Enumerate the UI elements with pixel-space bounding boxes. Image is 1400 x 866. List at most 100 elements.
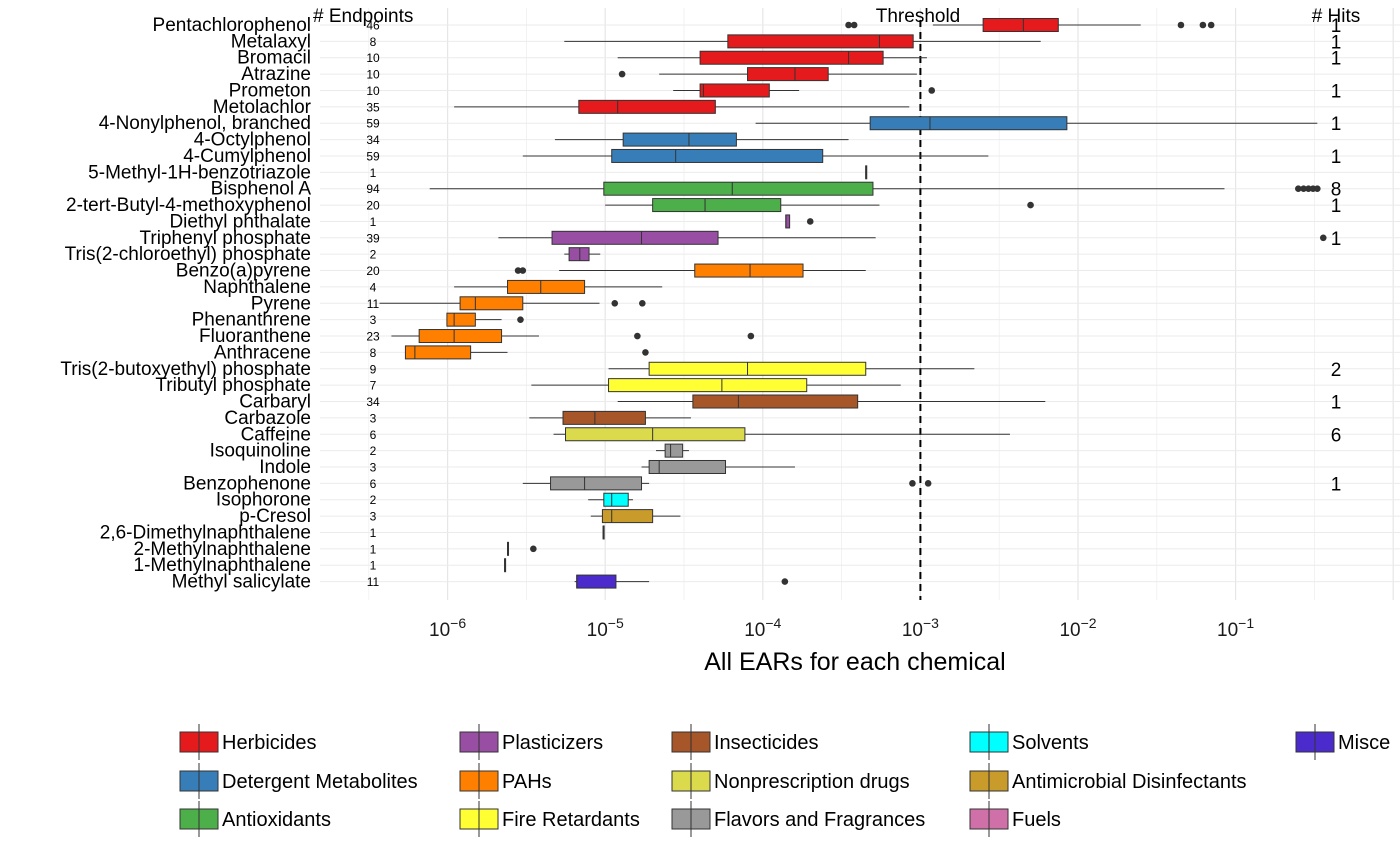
endpoint-count: 3 xyxy=(370,460,377,474)
legend-item: Fire Retardants xyxy=(459,801,640,837)
legend: Herbicides Detergent Metabolites Antioxida… xyxy=(179,724,1390,837)
legend-item: Antimicrobial Disinfectants xyxy=(969,763,1247,799)
box-iqr xyxy=(699,83,770,98)
box-iqr xyxy=(459,296,524,311)
column-headers: # Endpoints Threshold # Hits xyxy=(313,6,1360,27)
box-iqr xyxy=(446,312,476,327)
chemical-label: 4-Cumylphenol xyxy=(183,146,311,167)
box-iqr xyxy=(648,361,867,376)
box-iqr xyxy=(692,394,859,409)
legend-label: Herbicides xyxy=(222,732,316,754)
endpoint-count: 59 xyxy=(366,117,380,131)
chemical-label: 2-tert-Butyl-4-methoxyphenol xyxy=(66,195,311,216)
chemical-label: Metalaxyl xyxy=(231,31,311,52)
box-iqr xyxy=(694,263,804,278)
hit-count: 1 xyxy=(1331,147,1342,168)
endpoint-count: 35 xyxy=(366,100,380,114)
x-tick-label: 10−5 xyxy=(587,615,624,641)
legend-label: Detergent Metabolites xyxy=(222,771,418,793)
endpoint-count: 34 xyxy=(366,133,380,147)
chemical-label: Methyl salicylate xyxy=(172,572,311,593)
box-iqr xyxy=(747,67,829,82)
x-axis: All EARs for each chemical 10−6 10−5 10−4 1… xyxy=(429,615,1254,676)
box-iqr xyxy=(622,132,737,147)
chemical-label: 5-Methyl-1H-benzotriazole xyxy=(88,162,311,183)
endpoint-count: 23 xyxy=(366,330,380,344)
outlier-point xyxy=(530,545,537,553)
x-tick-label: 10−6 xyxy=(429,615,466,641)
chemical-label: 2-Methylnaphthalene xyxy=(134,539,311,560)
outlier-point xyxy=(1314,185,1321,192)
chemical-label: Bisphenol A xyxy=(211,179,312,200)
legend-label: Solvents xyxy=(1012,732,1089,754)
chemical-label: Benzo(a)pyrene xyxy=(176,261,311,282)
hit-count: 1 xyxy=(1331,114,1342,135)
chemical-label: Pentachlorophenol xyxy=(153,15,311,36)
x-tick-label: 10−4 xyxy=(744,615,781,641)
chemical-label: Indole xyxy=(259,457,311,478)
hit-count: 8 xyxy=(1331,180,1342,201)
chemical-label: Phenanthrene xyxy=(192,310,311,331)
legend-label: PAHs xyxy=(502,771,552,793)
outlier-point xyxy=(618,70,626,78)
chemical-label: Anthracene xyxy=(214,342,311,363)
chemical-label: Tris(2-butoxyethyl) phosphate xyxy=(60,359,311,380)
endpoint-count: 4 xyxy=(370,280,377,294)
endpoint-count: 20 xyxy=(366,199,380,213)
legend-label: Fire Retardants xyxy=(502,809,640,831)
endpoint-count: 8 xyxy=(370,35,377,49)
chemical-label: Naphthalene xyxy=(203,277,311,298)
box-iqr xyxy=(578,99,716,114)
chemical-label: 2,6-Dimethylnaphthalene xyxy=(100,522,311,543)
hit-count: 1 xyxy=(1331,229,1342,250)
legend-item: Detergent Metabolites xyxy=(179,763,418,799)
outlier-point xyxy=(928,87,936,94)
chemical-label: Prometon xyxy=(229,80,311,101)
chemical-label: Isophorone xyxy=(216,490,311,511)
hit-count: 1 xyxy=(1331,32,1342,53)
box-iqr xyxy=(550,476,643,491)
hit-count: 6 xyxy=(1331,425,1342,446)
box-iqr xyxy=(699,50,884,65)
box-iqr xyxy=(664,443,684,458)
legend-item: Insecticides xyxy=(671,724,819,760)
box-iqr xyxy=(648,459,727,474)
box-iqr xyxy=(601,509,654,524)
box-iqr xyxy=(611,148,824,163)
box-iqr xyxy=(568,247,590,262)
legend-item: Herbicides xyxy=(179,724,316,760)
endpoint-count: 2 xyxy=(370,444,377,458)
legend-item: Misce xyxy=(1295,724,1390,760)
endpoint-count: 2 xyxy=(370,493,377,507)
chemical-label: Bromacil xyxy=(237,48,311,69)
legend-label: Antioxidants xyxy=(222,809,331,831)
box-iqr xyxy=(869,116,1068,131)
outlier-point xyxy=(1199,21,1207,29)
outlier-point xyxy=(924,480,932,487)
box-iqr xyxy=(603,181,874,196)
box-iqr xyxy=(551,230,719,245)
endpoint-count: 1 xyxy=(370,559,377,573)
endpoint-count: 1 xyxy=(370,215,377,229)
hits-header: # Hits xyxy=(1312,6,1361,27)
box-iqr xyxy=(603,492,629,507)
box-iqr xyxy=(982,18,1059,32)
outlier-point xyxy=(514,267,522,274)
legend-label: Fuels xyxy=(1012,809,1061,831)
endpoint-count: 46 xyxy=(366,19,380,33)
chemical-label: Fluoranthene xyxy=(199,326,311,347)
endpoint-count: 1 xyxy=(370,542,377,556)
outlier-point xyxy=(1305,185,1312,192)
outlier-point xyxy=(845,21,852,29)
hit-count: 1 xyxy=(1331,49,1342,70)
box-iqr xyxy=(404,345,472,360)
hit-count: 1 xyxy=(1331,474,1342,495)
chemical-label: 4-Nonylphenol, branched xyxy=(99,113,311,134)
chemical-label: Carbazole xyxy=(224,408,311,429)
legend-item: PAHs xyxy=(459,763,552,799)
box-iqr xyxy=(727,34,914,49)
box-iqr xyxy=(562,410,646,425)
endpoint-count: 34 xyxy=(366,395,380,409)
chemical-label: Isoquinoline xyxy=(210,441,311,462)
